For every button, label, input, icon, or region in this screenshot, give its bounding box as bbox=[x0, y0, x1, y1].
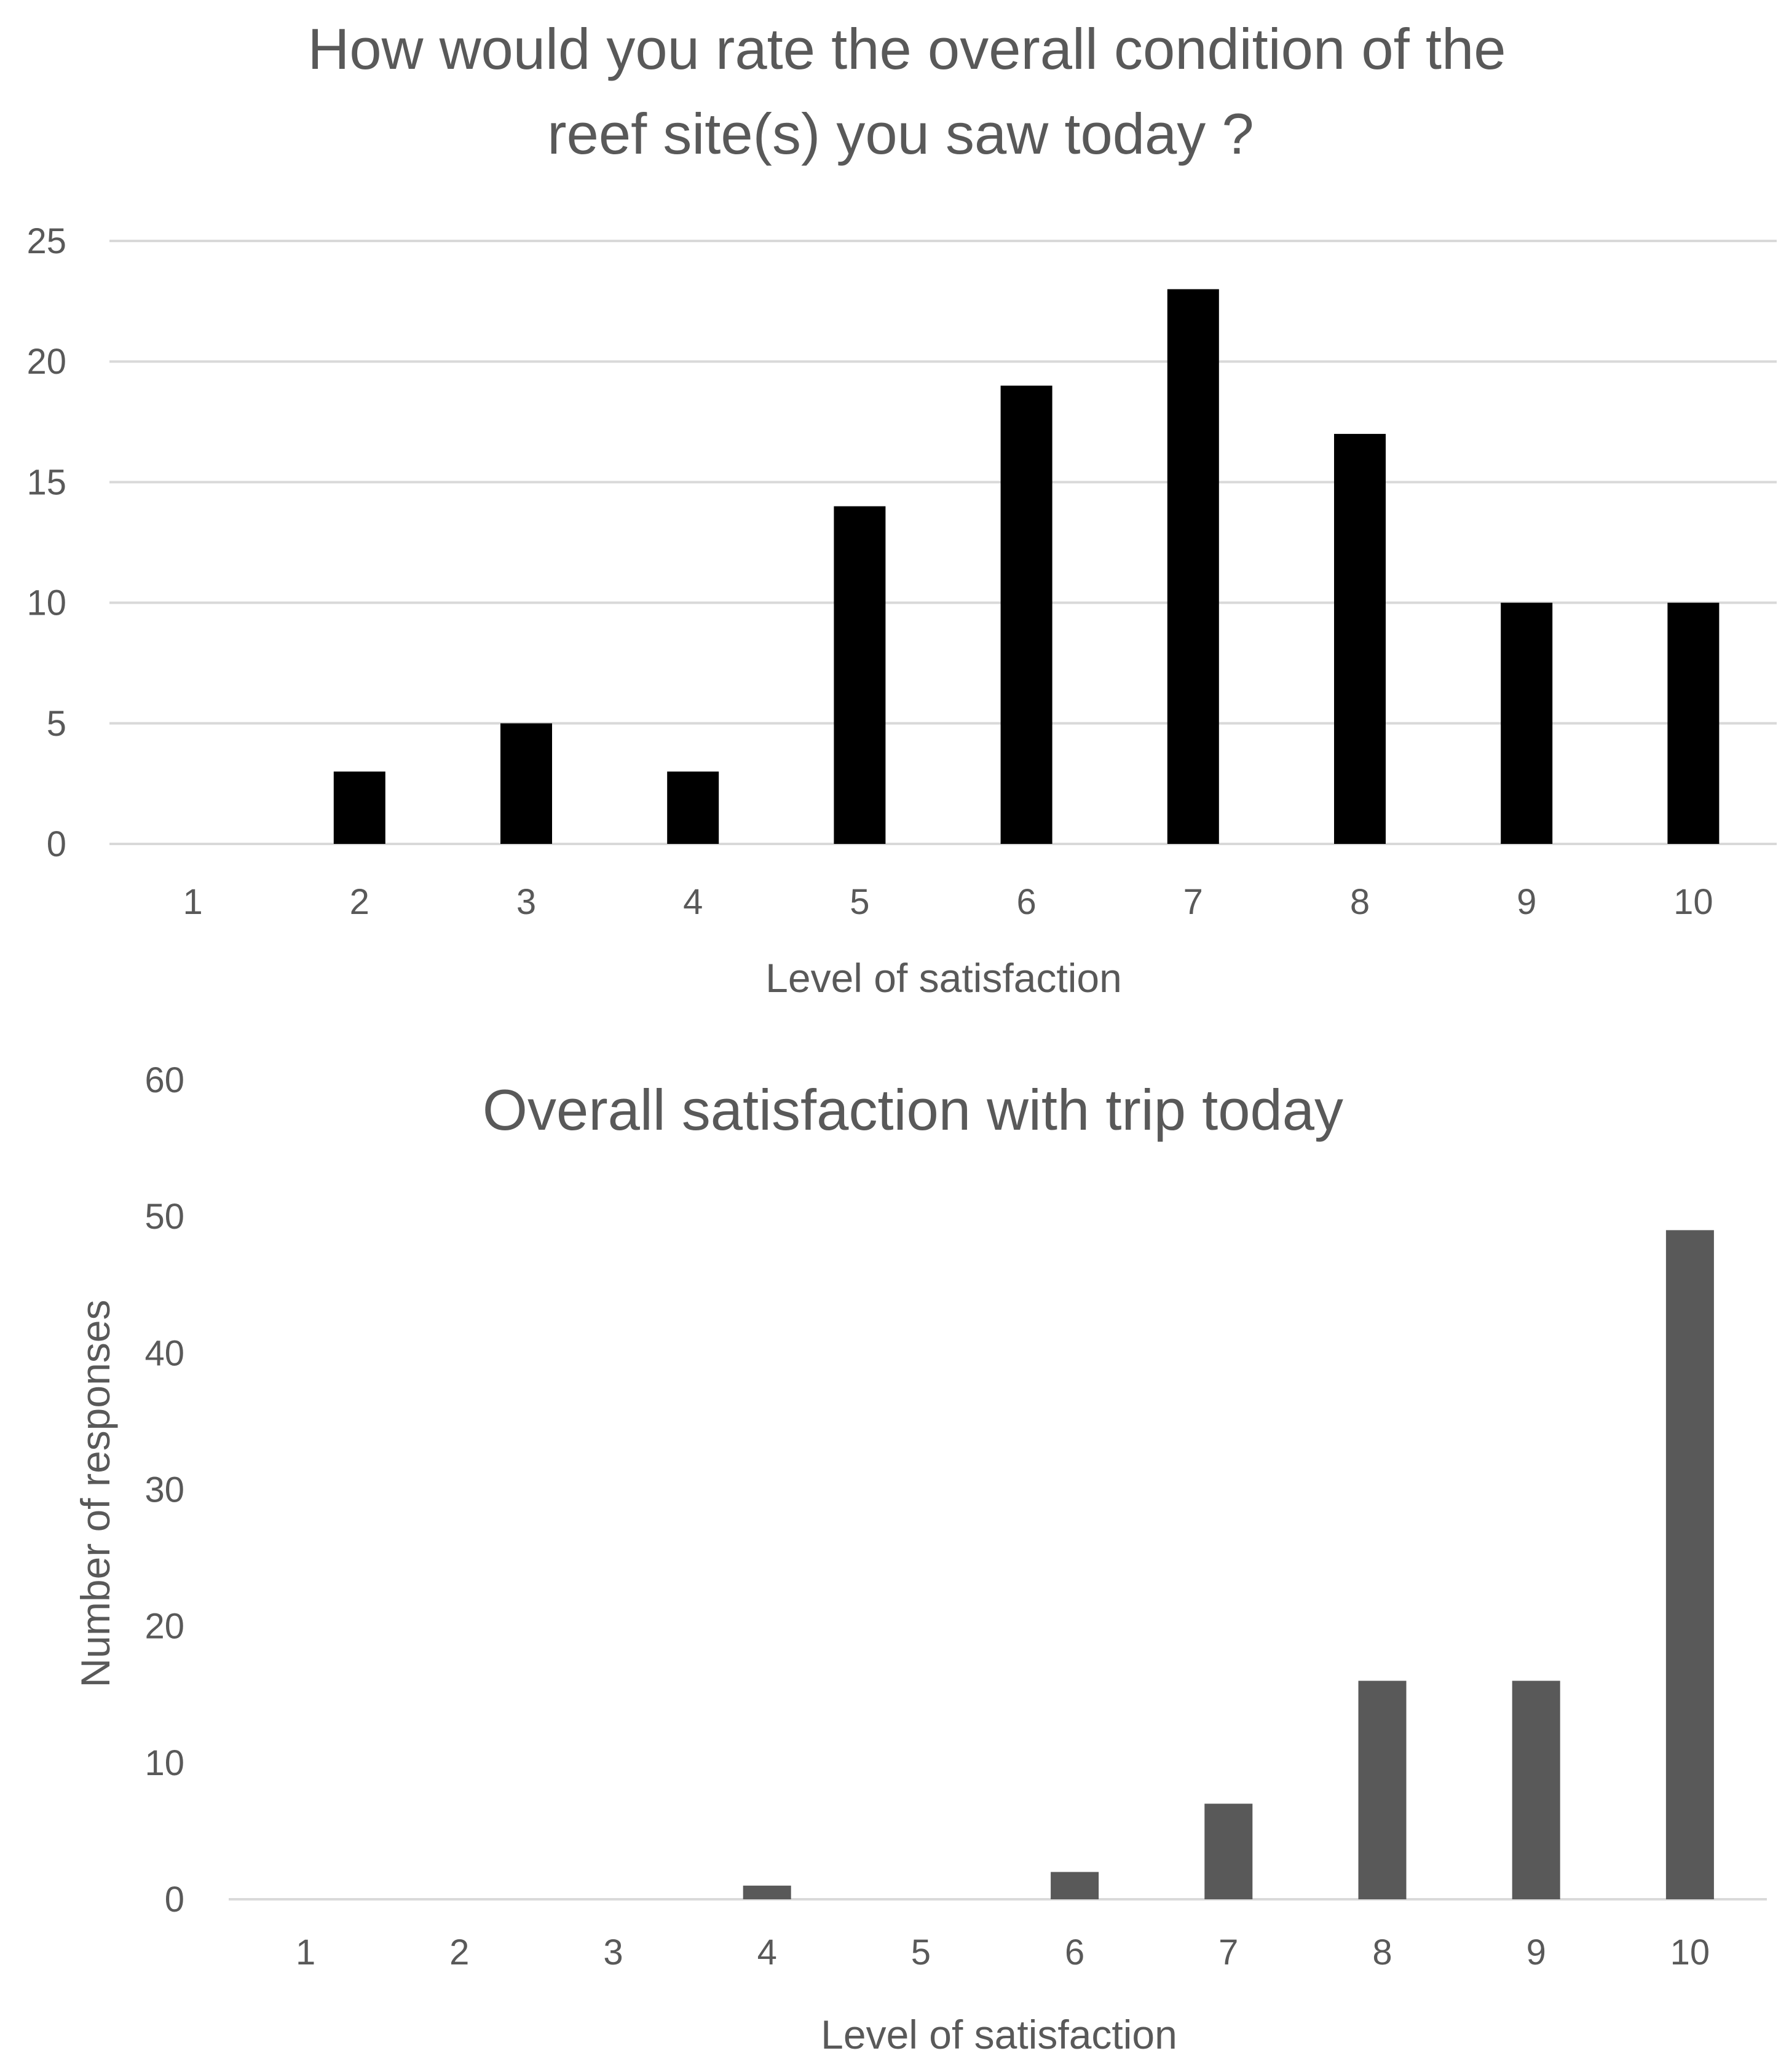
trip-satisfaction-chart: Overall satisfaction with trip today 0 10… bbox=[73, 1060, 1767, 2057]
y-tick-label: 10 bbox=[144, 1743, 184, 1783]
x-tick-label: 3 bbox=[603, 1932, 623, 1972]
x-tick-label: 1 bbox=[296, 1932, 315, 1972]
bar-6 bbox=[1051, 1872, 1099, 1899]
y-tick-label: 50 bbox=[144, 1197, 184, 1237]
x-tick-label: 10 bbox=[1673, 882, 1713, 922]
bar-3 bbox=[500, 723, 552, 844]
x-tick-label: 1 bbox=[183, 882, 202, 922]
bar-4 bbox=[743, 1885, 791, 1899]
y-tick-label: 15 bbox=[26, 462, 66, 502]
x-tick-label: 9 bbox=[1517, 882, 1536, 922]
bar-4 bbox=[667, 771, 719, 844]
x-tick-label: 2 bbox=[350, 882, 369, 922]
x-axis-title: Level of satisfaction bbox=[821, 2012, 1177, 2057]
y-tick-label: 40 bbox=[144, 1333, 184, 1373]
chart-title-line: reef site(s) you saw today ? bbox=[547, 101, 1254, 166]
x-tick-label: 8 bbox=[1372, 1932, 1392, 1972]
y-axis-title: Number of responses bbox=[73, 1300, 118, 1688]
bar-8 bbox=[1334, 433, 1386, 844]
x-tick-label: 8 bbox=[1350, 882, 1370, 922]
bar-7 bbox=[1204, 1803, 1253, 1899]
x-tick-label: 6 bbox=[1016, 882, 1036, 922]
chart-title: Overall satisfaction with trip today bbox=[483, 1077, 1343, 1142]
x-tick-label: 4 bbox=[757, 1932, 777, 1972]
bar-6 bbox=[1000, 385, 1052, 844]
y-tick-label: 10 bbox=[26, 583, 66, 623]
bar-10 bbox=[1665, 1230, 1714, 1899]
x-tick-label: 10 bbox=[1670, 1932, 1710, 1972]
y-tick-label: 25 bbox=[26, 221, 66, 261]
x-tick-label: 2 bbox=[449, 1932, 469, 1972]
y-tick-label: 60 bbox=[144, 1060, 184, 1100]
bar-2 bbox=[333, 771, 385, 844]
x-tick-label: 5 bbox=[850, 882, 869, 922]
x-tick-label: 4 bbox=[683, 882, 703, 922]
bar-5 bbox=[834, 506, 886, 844]
y-tick-label: 30 bbox=[144, 1470, 184, 1510]
x-tick-label: 6 bbox=[1065, 1932, 1084, 1972]
bar-9 bbox=[1512, 1680, 1560, 1899]
chart-title-line: How would you rate the overall condition… bbox=[307, 17, 1506, 81]
bar-7 bbox=[1167, 289, 1219, 845]
bar-10 bbox=[1667, 602, 1720, 844]
x-axis-title: Level of satisfaction bbox=[765, 955, 1122, 1001]
y-tick-label: 5 bbox=[47, 704, 66, 744]
reef-condition-chart: How would you rate the overall condition… bbox=[26, 17, 1777, 1001]
y-tick-label: 20 bbox=[26, 342, 66, 382]
y-tick-label: 0 bbox=[47, 824, 66, 864]
x-tick-label: 7 bbox=[1183, 882, 1203, 922]
x-tick-label: 3 bbox=[516, 882, 536, 922]
x-tick-label: 9 bbox=[1526, 1932, 1546, 1972]
bar-9 bbox=[1501, 602, 1553, 844]
bar-8 bbox=[1358, 1680, 1407, 1899]
y-tick-label: 20 bbox=[144, 1607, 184, 1647]
x-tick-label: 5 bbox=[911, 1932, 931, 1972]
y-tick-label: 0 bbox=[165, 1880, 184, 1920]
x-tick-label: 7 bbox=[1218, 1932, 1238, 1972]
